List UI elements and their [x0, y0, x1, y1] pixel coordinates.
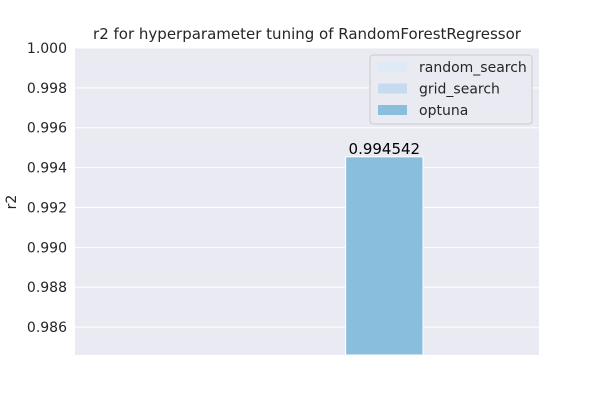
legend-swatch	[378, 83, 407, 94]
y-tick-label: 0.990	[27, 240, 67, 256]
y-tick-label: 0.986	[27, 320, 67, 336]
gridlines	[75, 47, 539, 328]
legend-swatch	[378, 105, 407, 115]
legend-label: optuna	[419, 103, 468, 119]
legend-label: random_search	[419, 60, 527, 76]
y-tick-label: 0.998	[27, 81, 67, 97]
legend-frame	[369, 54, 533, 125]
legend-swatch	[378, 62, 407, 72]
y-axis-ticks: 1.000 0.998 0.996 0.994 0.992 0.990 0.988 0.986	[27, 41, 67, 336]
legend-label: grid_search	[419, 82, 500, 98]
chart-title: r2 for hyperparameter tuning of RandomFo…	[93, 25, 522, 43]
y-axis-label: r2	[4, 195, 20, 210]
bar-value-label: 0.994542	[349, 140, 421, 158]
bar-optuna	[345, 156, 424, 356]
bars: 0.994542	[345, 140, 424, 356]
y-tick-label: 1.000	[27, 41, 67, 57]
y-tick-label: 0.994	[27, 161, 67, 177]
y-tick-label: 0.996	[27, 121, 67, 137]
y-tick-label: 0.988	[27, 280, 67, 296]
y-tick-label: 0.992	[27, 200, 67, 216]
